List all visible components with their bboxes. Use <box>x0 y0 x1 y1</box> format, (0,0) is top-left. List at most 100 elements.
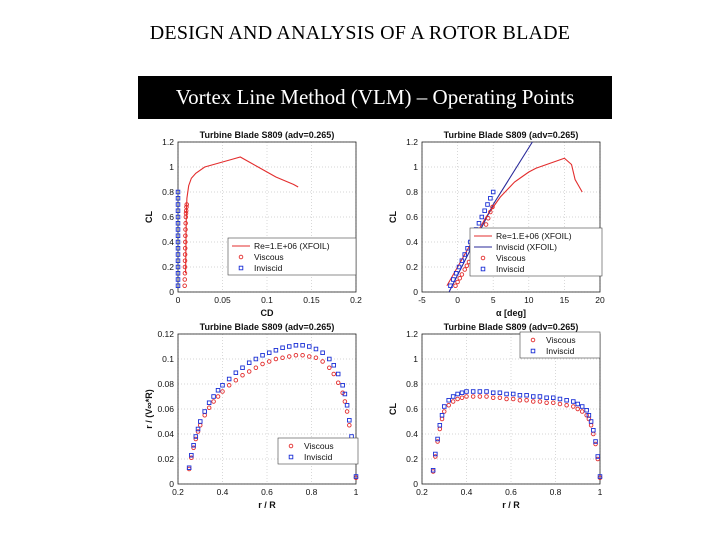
y-tick-label: 0 <box>413 287 418 297</box>
data-point <box>524 392 529 398</box>
y-axis-label: CL <box>388 211 398 223</box>
data-point <box>266 359 272 364</box>
data-point <box>206 400 212 405</box>
series-inviscid <box>430 389 603 479</box>
data-point <box>211 399 216 404</box>
data-point <box>240 365 245 371</box>
data-point <box>226 383 232 388</box>
y-tick-label: 0.8 <box>406 187 418 197</box>
x-tick-label: 0 <box>455 295 460 305</box>
data-point <box>240 373 245 378</box>
legend-label: Inviscid <box>546 346 575 356</box>
y-tick-label: 0.04 <box>157 429 174 439</box>
y-tick-label: 0.6 <box>162 212 174 222</box>
legend-box <box>277 437 359 465</box>
data-point <box>246 369 252 374</box>
x-tick-label: 10 <box>524 295 534 305</box>
data-point <box>335 371 341 377</box>
data-point <box>588 422 594 428</box>
data-point <box>537 394 543 399</box>
x-tick-label: 15 <box>560 295 570 305</box>
data-point <box>453 270 459 276</box>
data-point <box>488 209 493 215</box>
legend: Re=1.E+06 (XFOIL)Inviscid (XFOIL)Viscous… <box>469 227 603 277</box>
chart-cl-vs-radius-svg: Turbine Blade S809 (adv=0.265) 0.2 0.4 0.6 0… <box>388 322 603 510</box>
plot-frame <box>177 333 357 485</box>
x-tick-label: 1 <box>598 487 603 497</box>
data-point <box>182 252 188 257</box>
data-point <box>175 277 181 282</box>
y-tick-label: 1.2 <box>406 137 418 147</box>
data-point <box>433 454 438 459</box>
x-tick-label: 0.2 <box>416 487 428 497</box>
y-tick-label: 1.2 <box>406 329 418 339</box>
data-point <box>286 344 292 349</box>
plot-frame <box>177 141 357 293</box>
data-point <box>280 345 285 351</box>
data-point <box>233 378 239 383</box>
data-point <box>517 392 523 398</box>
y-tick-label: 0.12 <box>157 329 174 339</box>
y-tick-label: 1 <box>413 162 418 172</box>
data-point <box>490 395 496 400</box>
data-point <box>193 434 199 439</box>
series-viscous <box>182 202 189 288</box>
data-point <box>320 359 325 364</box>
legend-square-swatch <box>480 266 486 272</box>
data-point <box>175 220 181 226</box>
data-point <box>183 239 188 245</box>
y-tick-label: 0.2 <box>406 454 418 464</box>
data-point <box>439 412 445 418</box>
chart-cl-vs-cd-svg: Turbine Blade S809 (adv=0.265) 0 0.05 0.1 0.… <box>144 130 362 318</box>
data-point <box>286 354 292 359</box>
chart-title: Turbine Blade S809 (adv=0.265) <box>444 322 579 332</box>
data-point <box>183 220 188 226</box>
data-point <box>175 189 181 195</box>
data-point <box>551 395 556 400</box>
data-point <box>435 439 440 444</box>
data-point <box>517 397 523 403</box>
data-point <box>579 409 585 414</box>
data-point <box>504 391 509 397</box>
data-point <box>595 454 601 459</box>
y-tick-label: 0.1 <box>162 354 174 364</box>
data-point <box>557 401 563 407</box>
data-point <box>193 436 199 442</box>
y-tick-label: 0.08 <box>157 379 174 389</box>
data-point <box>477 389 483 394</box>
data-point <box>246 360 252 366</box>
data-point <box>206 405 212 410</box>
y-tick-label: 0.2 <box>162 262 174 272</box>
y-tick-label: 1 <box>413 354 418 364</box>
data-point <box>175 283 181 288</box>
legend-label: Inviscid <box>254 263 283 273</box>
data-point <box>313 346 319 352</box>
data-point <box>459 390 465 395</box>
plot-frame <box>421 333 601 485</box>
y-tick-label: 0 <box>413 479 418 489</box>
data-point <box>530 399 536 404</box>
x-tick-label: 1 <box>354 487 359 497</box>
data-point <box>175 245 181 251</box>
data-point <box>450 394 456 399</box>
data-point <box>442 404 447 409</box>
legend-box <box>519 331 601 359</box>
data-point <box>280 355 285 361</box>
data-point <box>470 389 476 394</box>
data-point <box>571 404 576 409</box>
chart-title: Turbine Blade S809 (adv=0.265) <box>444 130 579 140</box>
chart-cl-vs-alpha: Turbine Blade S809 (adv=0.265) -5 0 5 10 15 20… <box>382 128 614 318</box>
y-tick-label: 0.4 <box>406 429 418 439</box>
data-point <box>437 422 443 428</box>
data-point <box>327 365 332 371</box>
data-point <box>335 380 341 386</box>
x-tick-label: 0 <box>176 295 181 305</box>
y-tick-label: 0.8 <box>406 379 418 389</box>
data-point <box>470 394 476 399</box>
data-point <box>504 396 509 402</box>
data-point <box>575 406 580 412</box>
data-point <box>182 264 188 270</box>
data-point <box>183 210 189 216</box>
